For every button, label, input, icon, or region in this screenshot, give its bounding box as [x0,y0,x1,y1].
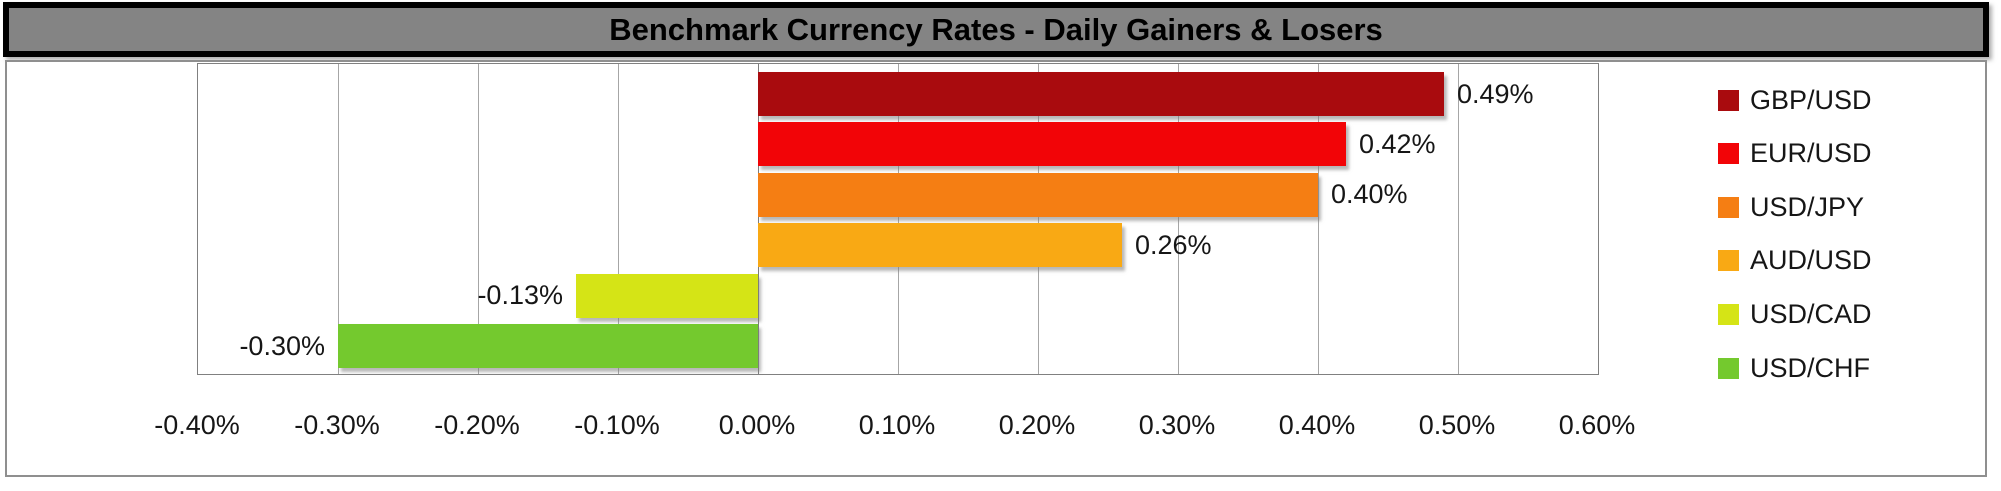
gridline [1318,64,1319,374]
legend-label: USD/JPY [1750,191,1865,222]
legend-label: GBP/USD [1750,84,1872,115]
value-label-usd-cad: -0.13% [477,280,563,311]
legend-swatch-usd-cad [1718,303,1739,325]
legend-swatch-usd-jpy [1718,196,1739,218]
zero-axis-line [758,64,759,374]
gridline [478,64,479,374]
x-tick-label: -0.20% [434,410,520,440]
chart-title: Benchmark Currency Rates - Daily Gainers… [609,11,1383,47]
plot-area: 0.49% 0.42% 0.40% 0.26% -0.13% -0.30% [197,63,1599,375]
chart-title-bar: Benchmark Currency Rates - Daily Gainers… [3,2,1989,57]
bar-aud-usd[interactable] [758,223,1122,268]
x-tick-label: 0.50% [1418,410,1496,440]
legend-swatch-usd-chf [1718,357,1739,379]
legend-label: EUR/USD [1750,138,1872,169]
gridline [1458,64,1459,374]
legend-item-aud-usd[interactable]: AUD/USD [1718,245,1872,276]
legend-item-usd-cad[interactable]: USD/CAD [1718,299,1872,329]
gridline [338,64,339,374]
legend-label: AUD/USD [1750,245,1872,276]
bar-usd-chf[interactable] [338,324,758,368]
bar-usd-cad[interactable] [576,273,758,318]
gridline [1178,64,1179,374]
bar-usd-jpy[interactable] [758,172,1318,217]
legend-swatch-gbp-usd [1718,89,1739,111]
x-tick-label: 0.60% [1558,410,1636,440]
bar-eur-usd[interactable] [758,122,1346,167]
chart-body: 0.49% 0.42% 0.40% 0.26% -0.13% -0.30% -0.40% -… [5,60,1987,477]
x-tick-label: -0.40% [154,410,240,440]
legend-label: USD/CHF [1750,352,1870,383]
gridline [898,64,899,374]
value-label-eur-usd: 0.42% [1359,128,1436,159]
gridline [1038,64,1039,374]
x-tick-label: 0.40% [1278,410,1356,440]
legend-swatch-eur-usd [1718,143,1739,165]
x-tick-label: -0.30% [294,410,380,440]
legend-label: USD/CAD [1750,298,1872,329]
x-tick-label: 0.30% [1138,410,1216,440]
gridline [618,64,619,374]
legend-item-gbp-usd[interactable]: GBP/USD [1718,85,1872,115]
value-label-aud-usd: 0.26% [1135,229,1212,260]
legend-item-usd-jpy[interactable]: USD/JPY [1718,192,1864,222]
legend-swatch-aud-usd [1718,250,1739,272]
value-label-usd-jpy: 0.40% [1331,179,1408,210]
value-label-usd-chf: -0.30% [239,330,325,361]
legend-item-eur-usd[interactable]: EUR/USD [1718,138,1872,169]
x-tick-label: 0.10% [858,410,936,440]
x-tick-label: -0.10% [574,410,660,440]
x-tick-label: 0.00% [718,410,796,440]
legend-item-usd-chf[interactable]: USD/CHF [1718,353,1870,383]
x-tick-label: 0.20% [998,410,1076,440]
value-label-gbp-usd: 0.49% [1457,78,1534,109]
bar-gbp-usd[interactable] [758,72,1444,116]
